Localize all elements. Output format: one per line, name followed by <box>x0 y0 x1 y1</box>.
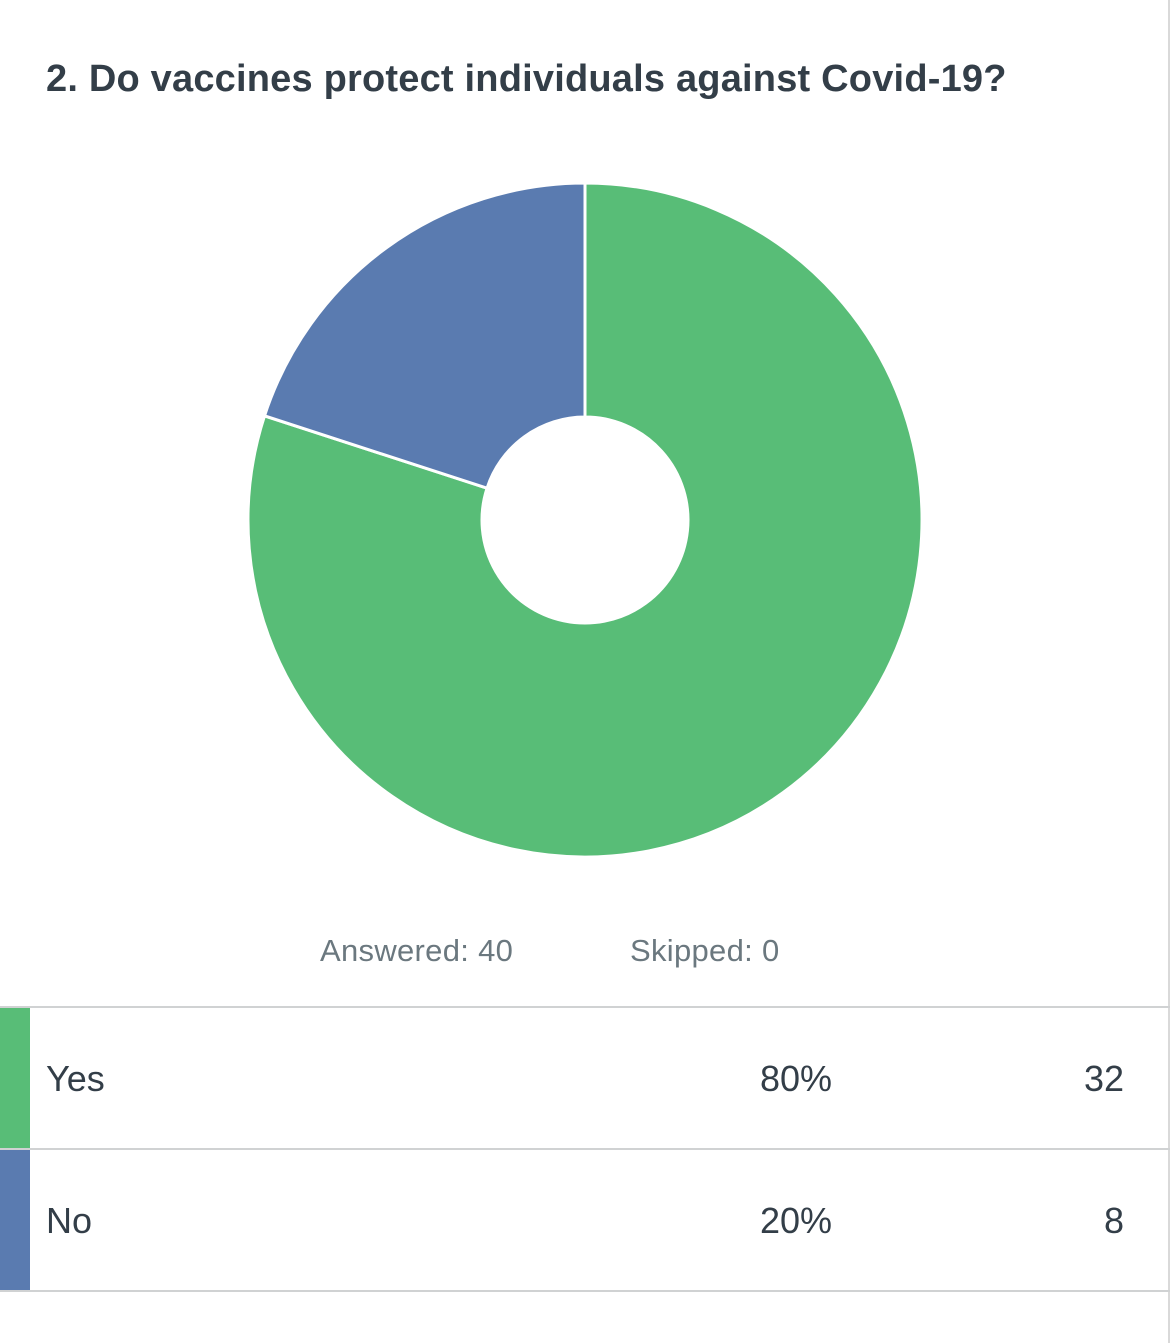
legend-swatch-yes <box>0 1008 30 1148</box>
answer-label: Yes <box>46 1058 105 1099</box>
question-title: 2. Do vaccines protect individuals again… <box>46 58 1007 100</box>
legend-swatch-no <box>0 1150 30 1290</box>
answer-choices-table: Yes 80% 32 No 20% 8 <box>0 1006 1170 1292</box>
donut-chart-container <box>0 150 1170 890</box>
answer-count: 32 <box>1083 1058 1124 1099</box>
donut-chart <box>246 181 924 859</box>
answered-count: Answered: 40 <box>320 933 514 968</box>
answer-label: No <box>46 1200 93 1241</box>
donut-slice-yes[interactable] <box>246 181 924 859</box>
table-row-no: No 20% 8 <box>0 1150 1170 1292</box>
response-summary: Answered: 40 Skipped: 0 <box>0 933 1170 977</box>
answer-percent: 20% <box>759 1200 832 1241</box>
table-row-yes: Yes 80% 32 <box>0 1008 1170 1150</box>
donut-slice-no[interactable] <box>262 181 587 491</box>
answer-count: 8 <box>1103 1200 1124 1241</box>
skipped-count: Skipped: 0 <box>630 933 780 968</box>
answer-percent: 80% <box>759 1058 832 1099</box>
